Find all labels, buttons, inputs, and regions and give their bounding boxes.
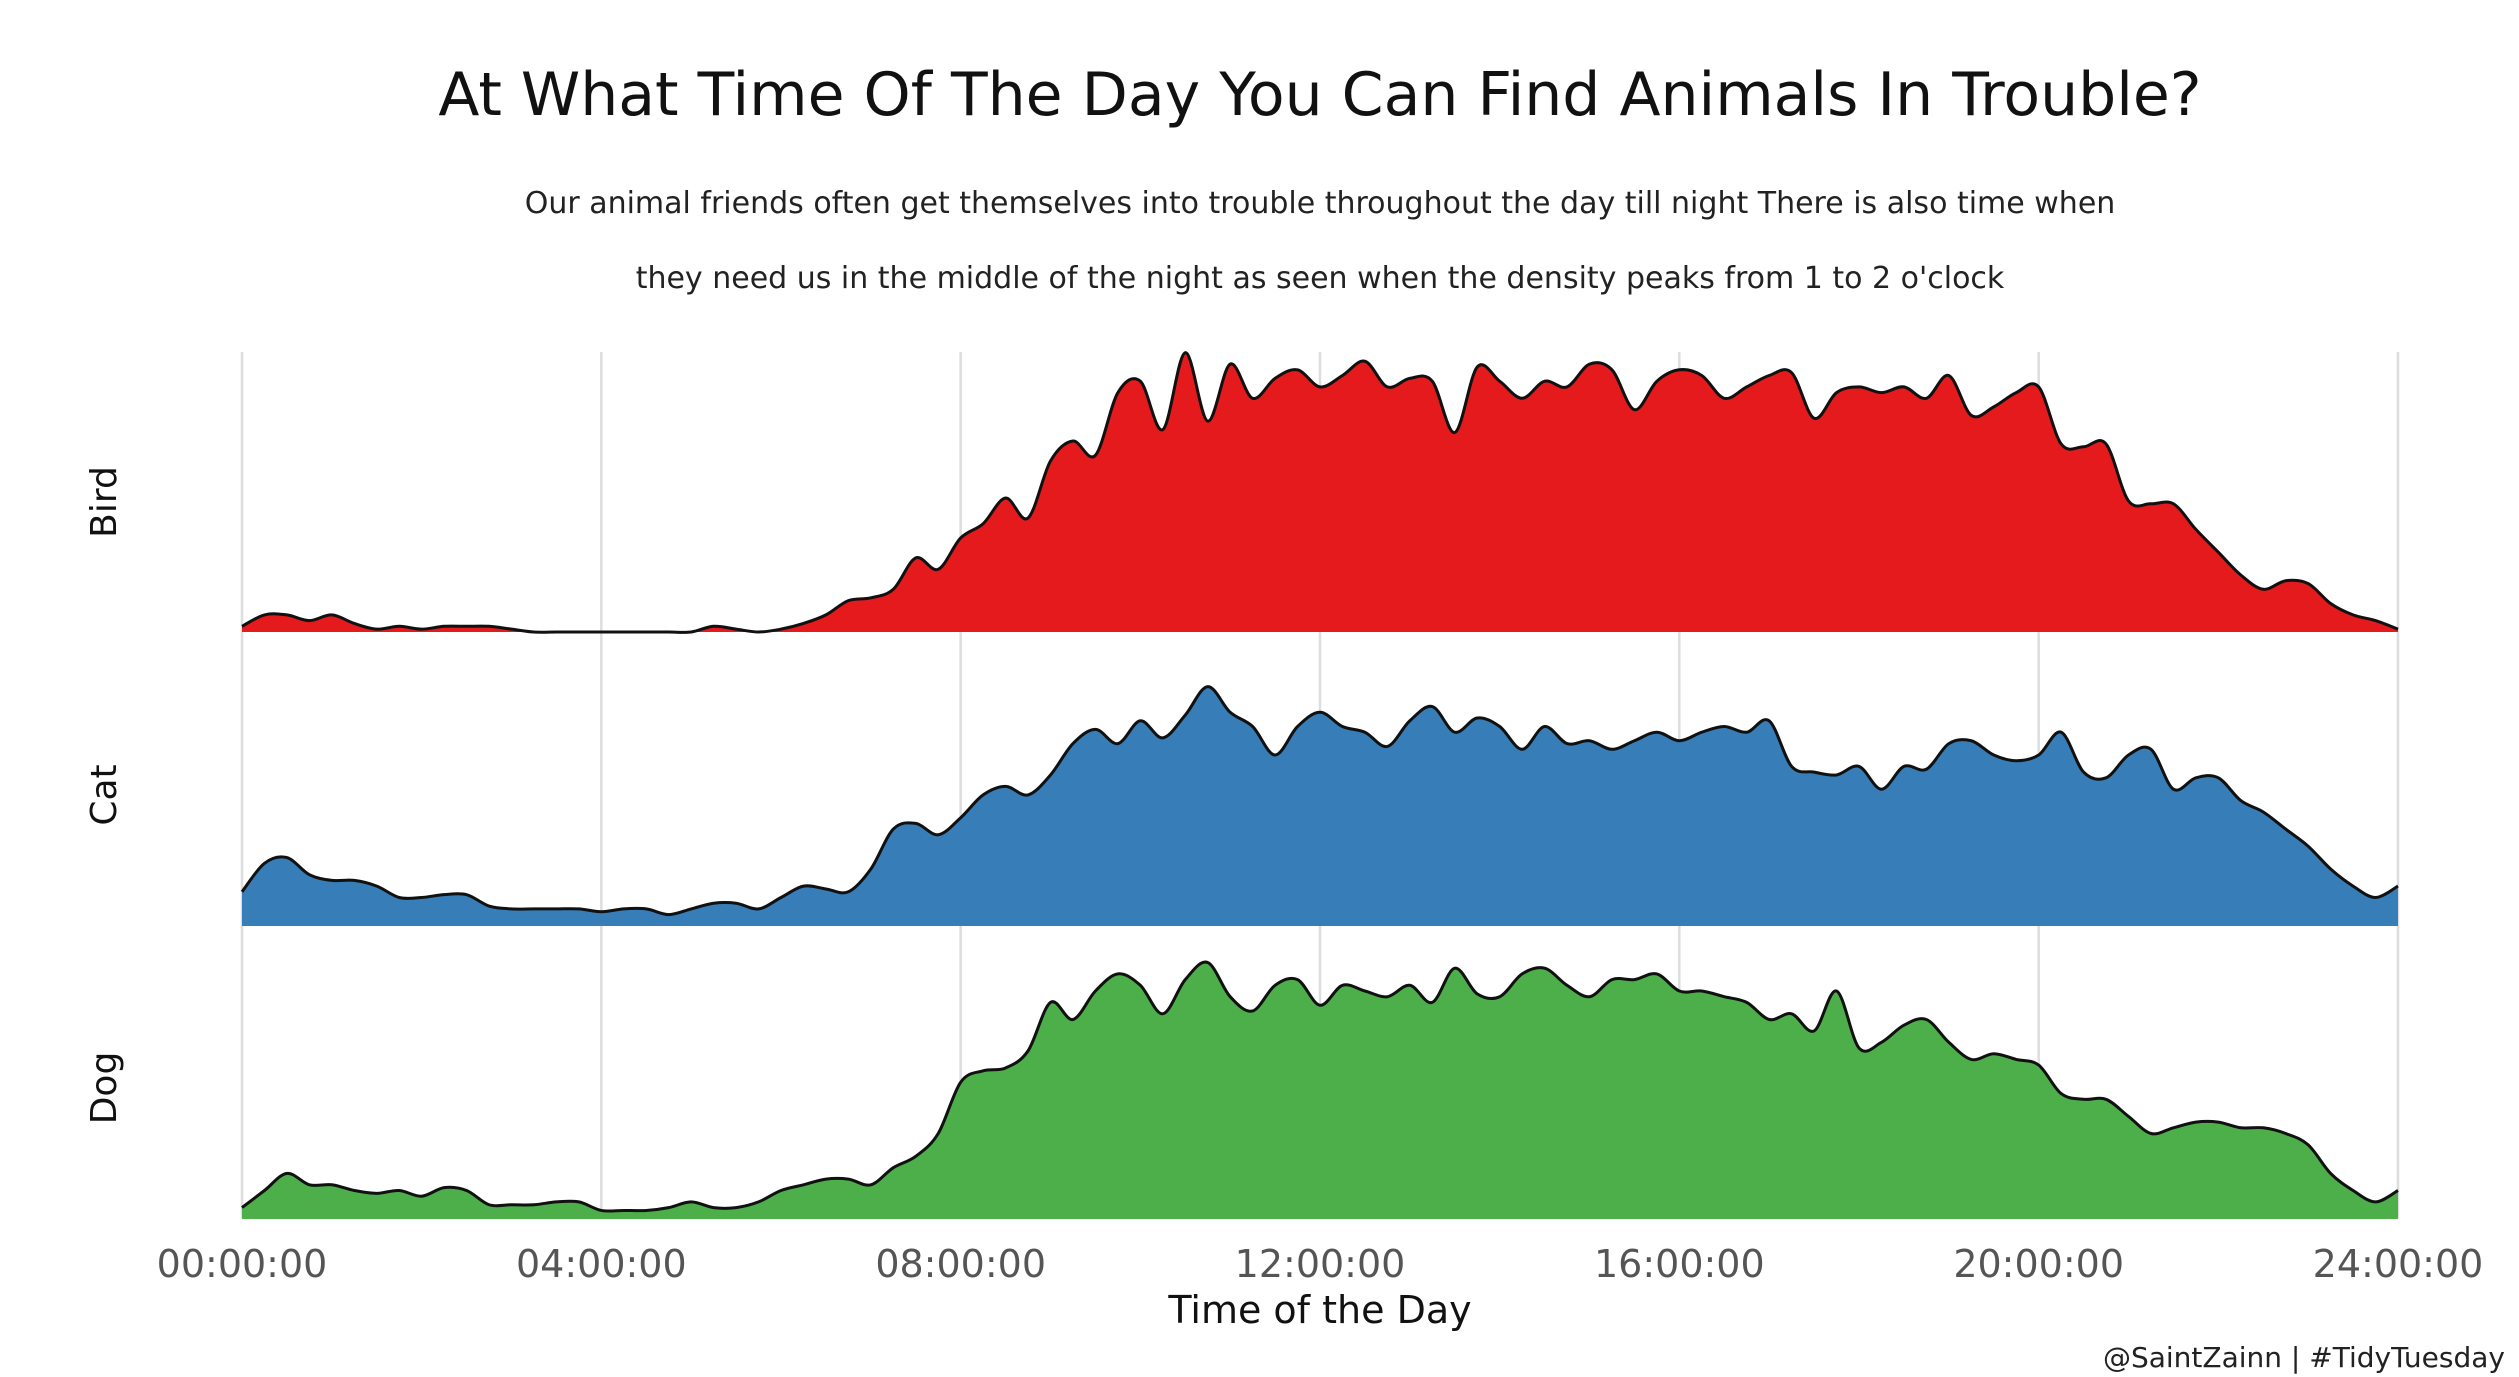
x-tick-label: 08:00:00 [875, 1242, 1046, 1286]
ridge-area-bird [242, 352, 2398, 633]
x-tick-label: 00:00:00 [157, 1242, 328, 1286]
chart-subtitle-line-1: Our animal friends often get themselves … [525, 186, 2116, 221]
ridge-line-bird [241, 351, 2399, 634]
x-tick-label: 20:00:00 [1953, 1242, 2124, 1286]
x-tick-label: 16:00:00 [1594, 1242, 1765, 1286]
x-axis-ticks: 00:00:00 04:00:00 08:00:00 12:00:00 16:0… [157, 1242, 2484, 1286]
facet-label-cat: Cat [84, 764, 125, 825]
x-tick-label: 04:00:00 [516, 1242, 687, 1286]
ridge-area-cat [242, 686, 2398, 926]
x-axis-title: Time of the Day [1167, 1288, 1471, 1332]
x-tick-label: 24:00:00 [2313, 1242, 2484, 1286]
facet-label-bird: Bird [84, 466, 125, 538]
chart-title: At What Time Of The Day You Can Find Ani… [438, 60, 2201, 130]
chart-caption: @SaintZainn | #TidyTuesday [2103, 1341, 2505, 1374]
x-tick-label: 12:00:00 [1235, 1242, 1406, 1286]
facet-labels: Bird Cat Dog [84, 466, 125, 1124]
ridge-area-dog [242, 962, 2398, 1219]
ridge-line-cat [240, 685, 2399, 917]
chart-subtitle-line-2: they need us in the middle of the night … [636, 261, 2005, 296]
ridge-line-dog [241, 960, 2399, 1213]
ridge-areas [240, 351, 2399, 1219]
facet-label-dog: Dog [84, 1052, 125, 1125]
